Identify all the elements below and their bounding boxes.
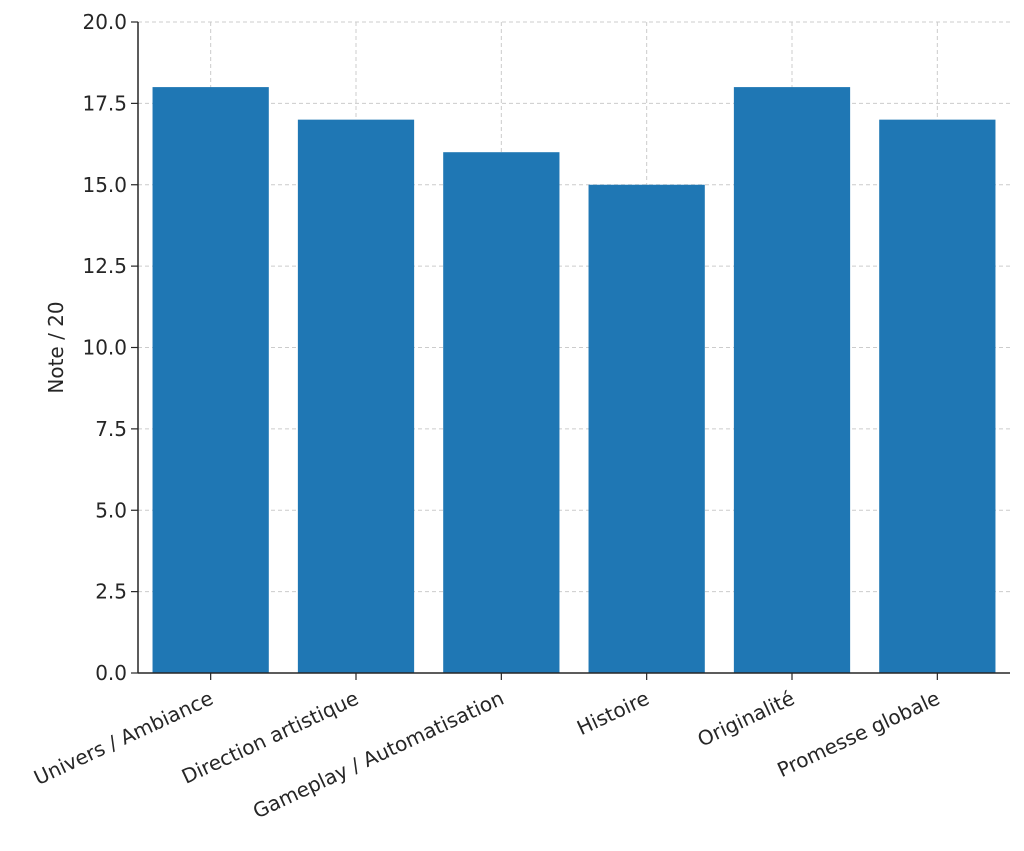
bar-4 (733, 87, 851, 674)
y-tick-label: 0.0 (95, 661, 127, 685)
y-tick-label: 17.5 (82, 91, 127, 115)
bar-1 (297, 119, 415, 673)
bar-2 (443, 152, 560, 673)
y-tick-label: 12.5 (82, 254, 127, 278)
x-tick-label: Histoire (573, 686, 653, 740)
x-tick-label: Promesse globale (773, 686, 943, 782)
y-tick-label: 15.0 (82, 173, 127, 197)
y-tick-label: 20.0 (82, 10, 127, 34)
x-tick-label: Originalité (694, 686, 798, 752)
y-ticks: 0.0 2.5 5.0 7.5 10.0 12.5 15.0 17.5 20.0 (82, 10, 138, 685)
x-tick-label: Gameplay / Automatisation (249, 686, 507, 824)
y-tick-label: 7.5 (95, 417, 127, 441)
y-tick-label: 10.0 (82, 336, 127, 360)
bars (152, 87, 996, 674)
bar-0 (152, 87, 269, 674)
bar-5 (879, 119, 996, 673)
y-tick-label: 2.5 (95, 580, 127, 604)
y-axis-title: Note / 20 (44, 301, 68, 393)
y-tick-label: 5.0 (95, 498, 127, 522)
bar-3 (588, 184, 705, 673)
